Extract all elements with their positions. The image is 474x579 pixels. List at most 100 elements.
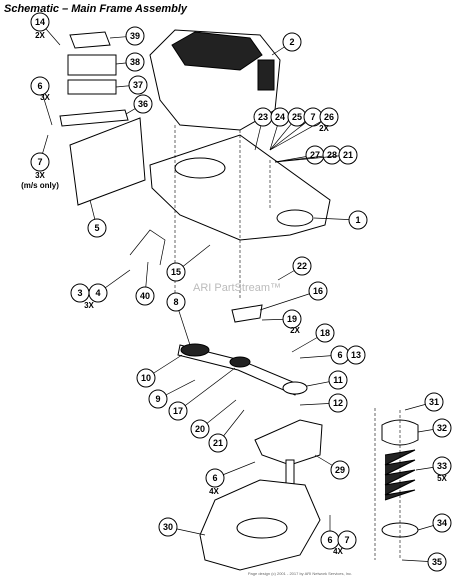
quantity-label: 3X	[35, 171, 45, 180]
callout: 18	[315, 323, 335, 343]
callout: 15	[166, 262, 186, 282]
callout: 7	[337, 530, 357, 550]
callout-number: 22	[297, 261, 307, 271]
callout-circle	[427, 552, 447, 572]
callout-number: 17	[173, 406, 183, 416]
callout: 14	[30, 12, 50, 32]
leader-line	[259, 290, 319, 311]
callout: 19	[282, 309, 302, 329]
callout: 25	[287, 107, 307, 127]
callout-circle	[346, 345, 366, 365]
callout-number: 19	[287, 314, 297, 324]
callout-circle	[319, 107, 339, 127]
rod	[129, 229, 166, 266]
callout: 16	[308, 281, 328, 301]
bracket	[59, 109, 129, 127]
tray	[67, 79, 117, 95]
chute-opening	[236, 517, 288, 539]
callout-number: 11	[333, 375, 343, 385]
callout-number: 32	[437, 423, 447, 433]
callout: 24	[270, 107, 290, 127]
callout-circle	[158, 517, 178, 537]
callout-number: 26	[324, 112, 334, 122]
callout: 10	[136, 368, 156, 388]
callout: 40	[135, 286, 155, 306]
idler-bracket	[231, 304, 263, 323]
callout-number: 23	[258, 112, 268, 122]
quantity-label: 3X	[40, 93, 50, 102]
callout: 11	[328, 370, 348, 390]
callout-circle	[125, 26, 145, 46]
callout-circle	[190, 419, 210, 439]
frame-opening	[174, 157, 226, 179]
callout: 37	[128, 75, 148, 95]
callout-circle	[88, 283, 108, 303]
callout-number: 20	[195, 424, 205, 434]
callout: 22	[292, 256, 312, 276]
leader-line	[177, 367, 236, 412]
callout-number: 40	[140, 291, 150, 301]
callout: 6	[330, 345, 350, 365]
callout: 29	[330, 460, 350, 480]
callout: 21	[208, 433, 228, 453]
leader-line	[269, 116, 330, 151]
callout-circle	[87, 218, 107, 238]
callout-circle	[315, 323, 335, 343]
title: Schematic – Main Frame Assembly	[4, 3, 188, 15]
callout: 7	[30, 152, 50, 172]
callout-number: 4	[95, 288, 100, 298]
callout-number: 37	[133, 80, 143, 90]
callout-number: 21	[343, 150, 353, 160]
callout: 39	[125, 26, 145, 46]
callout-number: 39	[130, 31, 140, 41]
callout: 38	[125, 52, 145, 72]
watermark: ARI PartStream™	[193, 282, 281, 294]
pulley	[229, 356, 251, 368]
quantity-label: (m/s only)	[21, 181, 59, 190]
pulley	[282, 381, 308, 395]
callout-circle	[166, 262, 186, 282]
callout-number: 15	[171, 267, 181, 277]
callout-number: 6	[212, 473, 217, 483]
callout-number: 35	[432, 557, 442, 567]
quantity-label: 4X	[333, 547, 343, 556]
shaft	[285, 459, 295, 486]
battery	[67, 54, 117, 76]
callout: 4	[88, 283, 108, 303]
callout: 2	[282, 32, 302, 52]
callout: 36	[133, 94, 153, 114]
leader-line	[274, 154, 349, 163]
callout-circle	[125, 52, 145, 72]
callout-number: 6	[37, 81, 42, 91]
callout-number: 9	[155, 394, 160, 404]
callout-circle	[424, 392, 444, 412]
callout-circle	[128, 75, 148, 95]
callout-number: 27	[310, 150, 320, 160]
engine-side	[257, 59, 275, 91]
callout-number: 30	[163, 522, 173, 532]
callout-circle	[337, 530, 357, 550]
callout: 20	[190, 419, 210, 439]
callout-number: 36	[138, 99, 148, 109]
callout-number: 3	[77, 288, 82, 298]
callout: 17	[168, 401, 188, 421]
callout-circle	[432, 513, 452, 533]
callout-number: 13	[351, 350, 361, 360]
callout-number: 28	[327, 150, 337, 160]
drawing	[59, 29, 419, 571]
quantity-label: 4X	[209, 487, 219, 496]
callout: 34	[432, 513, 452, 533]
callout-number: 7	[310, 112, 315, 122]
frame-hole	[276, 209, 314, 227]
callout-circle	[432, 418, 452, 438]
callout-circle	[282, 32, 302, 52]
callout-circle	[168, 401, 188, 421]
engine-shroud	[171, 31, 263, 71]
callout-circle	[282, 309, 302, 329]
callout-number: 12	[333, 398, 343, 408]
callout-circle	[133, 94, 153, 114]
callout-circle	[338, 145, 358, 165]
callout: 13	[346, 345, 366, 365]
